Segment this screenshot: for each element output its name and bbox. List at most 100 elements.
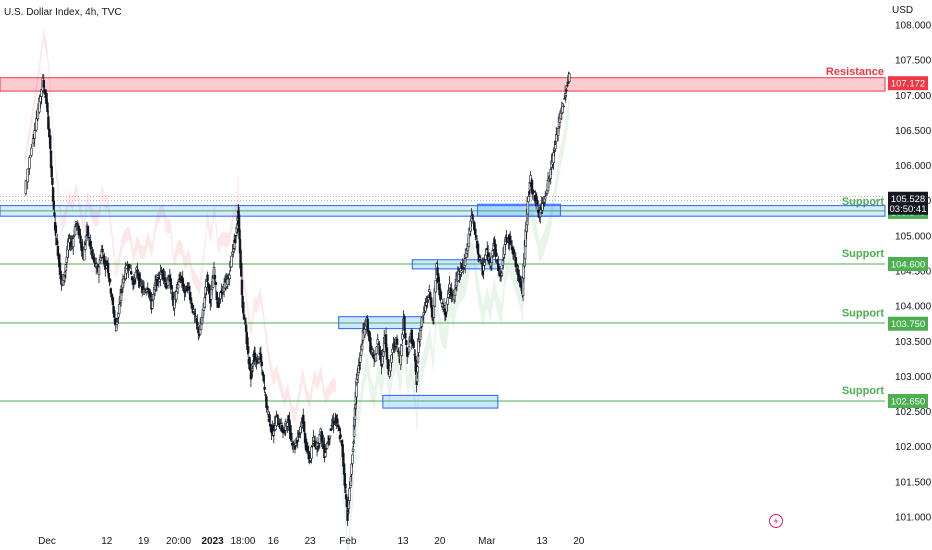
candle-body xyxy=(89,240,92,250)
candle-body xyxy=(228,274,231,280)
candle-body xyxy=(290,432,293,440)
candle-body xyxy=(348,488,351,501)
candle-body xyxy=(517,269,520,278)
candle-body xyxy=(271,424,274,435)
zone-price-text: 102.650 xyxy=(891,397,925,408)
candle-body xyxy=(251,363,255,367)
lightning-icon[interactable] xyxy=(769,514,783,528)
zone-label: Support xyxy=(842,385,884,397)
chart-title: U.S. Dollar Index, 4h, TVC xyxy=(4,7,122,18)
candle-body xyxy=(97,266,101,276)
candle-body xyxy=(24,180,28,195)
candle-body xyxy=(46,102,49,113)
candle-body xyxy=(242,301,245,314)
candle-body xyxy=(568,73,571,82)
candle-body xyxy=(339,434,342,438)
candle-body xyxy=(50,165,53,178)
candle-body xyxy=(119,292,123,302)
candle-body xyxy=(33,130,36,139)
candle-body xyxy=(374,354,378,362)
candle-body xyxy=(35,118,38,131)
candle-body xyxy=(404,332,407,339)
candle-body xyxy=(194,315,197,318)
candle-body xyxy=(118,304,121,315)
candle-body xyxy=(474,228,477,235)
candle-body xyxy=(434,279,437,293)
candle-body xyxy=(375,346,379,354)
candle-body xyxy=(73,226,77,236)
candle-body xyxy=(256,356,260,359)
candle-body xyxy=(555,134,558,143)
candle-body xyxy=(307,451,310,460)
support-box xyxy=(382,394,499,409)
candle-body xyxy=(351,448,355,452)
candle-body xyxy=(446,297,449,305)
candle-body xyxy=(268,414,271,423)
zone-price-tag xyxy=(888,256,928,271)
candle-body xyxy=(329,428,333,431)
candle-body xyxy=(56,240,59,244)
candle-body xyxy=(106,262,110,273)
candle-body xyxy=(293,446,297,450)
x-tick-label: 20 xyxy=(434,536,446,547)
candle-body xyxy=(246,346,250,354)
candle-body xyxy=(360,344,364,351)
candle-body xyxy=(324,452,327,458)
candle-body xyxy=(128,264,131,269)
last-price-tag xyxy=(888,191,928,215)
zone-price-tag xyxy=(888,76,928,91)
x-tick-label: 2023 xyxy=(201,536,224,547)
zone-label: Support xyxy=(842,248,884,260)
candle-body xyxy=(211,277,215,288)
candlestick-series xyxy=(24,71,571,526)
candle-body xyxy=(325,443,329,449)
candle-body xyxy=(475,235,478,238)
y-tick-label: 103.000 xyxy=(895,372,932,383)
candle-body xyxy=(262,374,265,382)
candle-body xyxy=(400,345,403,356)
candle-body xyxy=(234,235,238,237)
candle-body xyxy=(42,80,45,88)
candle-body xyxy=(129,264,132,267)
candle-body xyxy=(406,353,410,356)
candle-body xyxy=(72,234,76,237)
candle-body xyxy=(344,494,348,500)
candle-body xyxy=(214,282,218,285)
candle-body xyxy=(428,289,431,293)
candle-body xyxy=(127,269,130,271)
candle-body xyxy=(155,278,159,287)
candle-body xyxy=(311,445,314,447)
candle-body xyxy=(352,441,355,444)
bearish-cloud xyxy=(24,28,336,423)
candle-body xyxy=(91,249,94,257)
y-tick-label: 101.500 xyxy=(895,477,932,488)
candle-body xyxy=(240,279,244,296)
candle-body xyxy=(344,483,347,489)
candle-body xyxy=(386,359,390,369)
candle-body xyxy=(292,442,296,445)
candle-body xyxy=(536,200,539,205)
candle-body xyxy=(129,271,133,275)
candle-body xyxy=(416,354,420,363)
candle-body xyxy=(519,276,522,281)
candle-body xyxy=(113,310,116,318)
x-tick-label: 23 xyxy=(305,536,317,547)
candle-body xyxy=(238,229,241,240)
candle-body xyxy=(145,289,149,292)
candle-body xyxy=(101,248,104,253)
candle-body xyxy=(93,257,96,263)
currency-label: USD xyxy=(892,5,913,16)
candle-body xyxy=(565,89,568,92)
candle-body xyxy=(476,243,480,255)
candle-body xyxy=(99,257,103,262)
x-tick-label: 16 xyxy=(268,536,280,547)
candle-body xyxy=(532,190,536,193)
support-box xyxy=(477,203,561,217)
candle-body xyxy=(561,103,564,113)
zone-label: Support xyxy=(842,196,884,208)
candle-body xyxy=(266,405,269,409)
candle-body xyxy=(562,105,565,108)
candle-body xyxy=(351,454,354,464)
zone-label: Resistance xyxy=(826,66,884,78)
